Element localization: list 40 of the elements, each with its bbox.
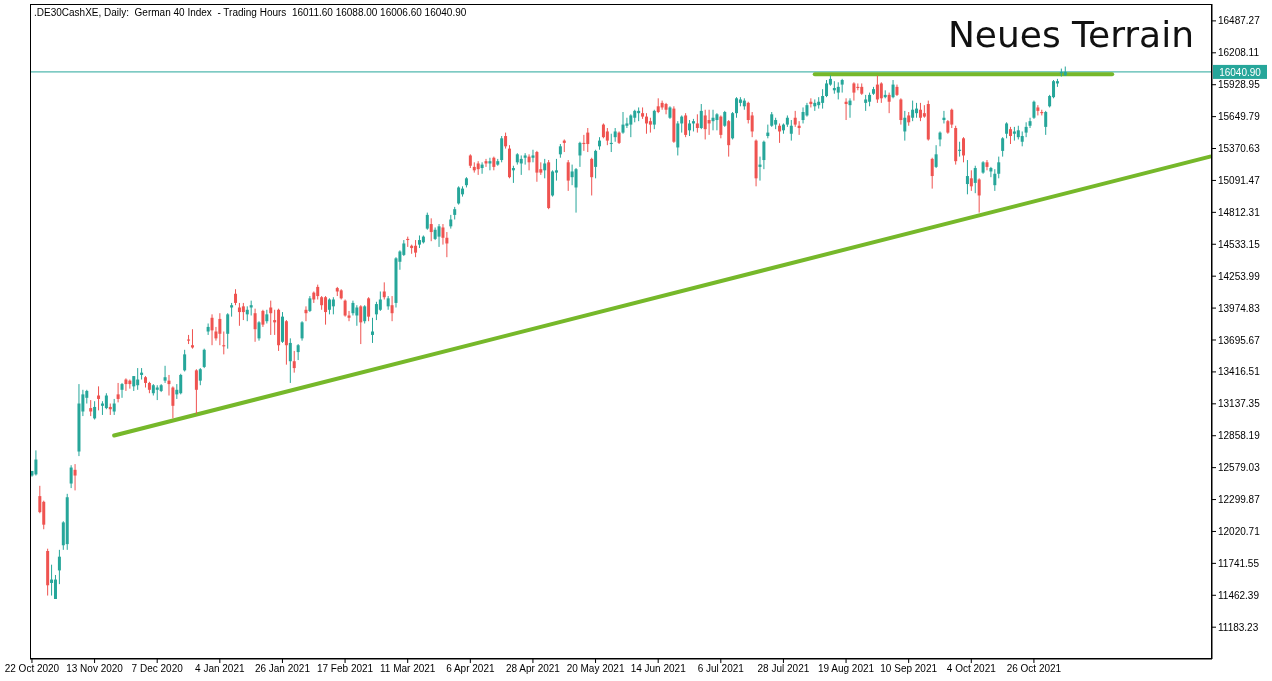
y-tick-label: 13974.83 <box>1218 302 1261 314</box>
y-tick-label: 16487.27 <box>1218 15 1261 27</box>
x-tick-label: 28 Apr 2021 <box>505 663 561 675</box>
y-tick-label: 12299.87 <box>1218 494 1261 506</box>
y-tick-label: 15091.47 <box>1218 174 1261 186</box>
x-tick-label: 7 Dec 2020 <box>131 663 184 675</box>
y-tick-label: 14812.31 <box>1218 206 1261 218</box>
x-tick-label: 26 Oct 2021 <box>1006 663 1062 675</box>
y-tick-label: 11462.39 <box>1218 589 1260 601</box>
y-tick-label: 15370.63 <box>1218 143 1261 155</box>
y-tick-label: 12579.03 <box>1218 462 1261 474</box>
x-tick-label: 20 May 2021 <box>566 663 625 675</box>
chart-title: Neues Terrain <box>947 14 1194 55</box>
y-tick-label: 11741.55 <box>1218 557 1260 569</box>
x-tick-label: 26 Jan 2021 <box>254 663 311 675</box>
x-tick-label: 28 Jul 2021 <box>757 663 810 675</box>
x-tick-label: 6 Jul 2021 <box>697 663 745 675</box>
y-tick-label: 11183.23 <box>1218 621 1259 633</box>
y-tick-label: 13416.51 <box>1218 366 1261 378</box>
y-tick-label: 14253.99 <box>1218 270 1261 282</box>
y-tick-label: 12020.71 <box>1218 526 1261 538</box>
x-tick-label: 6 Apr 2021 <box>446 663 495 675</box>
y-tick-label: 12858.19 <box>1218 430 1261 442</box>
x-tick-label: 22 Oct 2020 <box>4 663 60 675</box>
y-tick-label: 15649.79 <box>1218 111 1261 123</box>
x-tick-label: 4 Oct 2021 <box>946 663 997 675</box>
ref-line-label: 16040.90 <box>1219 66 1262 78</box>
y-tick-label: 14533.15 <box>1218 238 1261 250</box>
y-tick-label: 15928.95 <box>1218 79 1261 91</box>
x-tick-label: 13 Nov 2020 <box>66 663 124 675</box>
x-tick-label: 17 Feb 2021 <box>316 663 374 675</box>
y-tick-label: 13695.67 <box>1218 334 1261 346</box>
y-tick-label: 16208.11 <box>1218 47 1260 59</box>
x-tick-label: 10 Sep 2021 <box>880 663 938 675</box>
chart-subtitle: .DE30CashXE, Daily: German 40 Index - Trading Hours 16011.60 16088.00 16006.60 16040.90 <box>34 7 467 18</box>
x-tick-label: 14 Jun 2021 <box>630 663 687 675</box>
x-tick-label: 11 Mar 2021 <box>379 663 436 675</box>
y-tick-label: 13137.35 <box>1218 398 1261 410</box>
x-tick-label: 19 Aug 2021 <box>817 663 875 675</box>
x-tick-label: 4 Jan 2021 <box>195 663 245 675</box>
